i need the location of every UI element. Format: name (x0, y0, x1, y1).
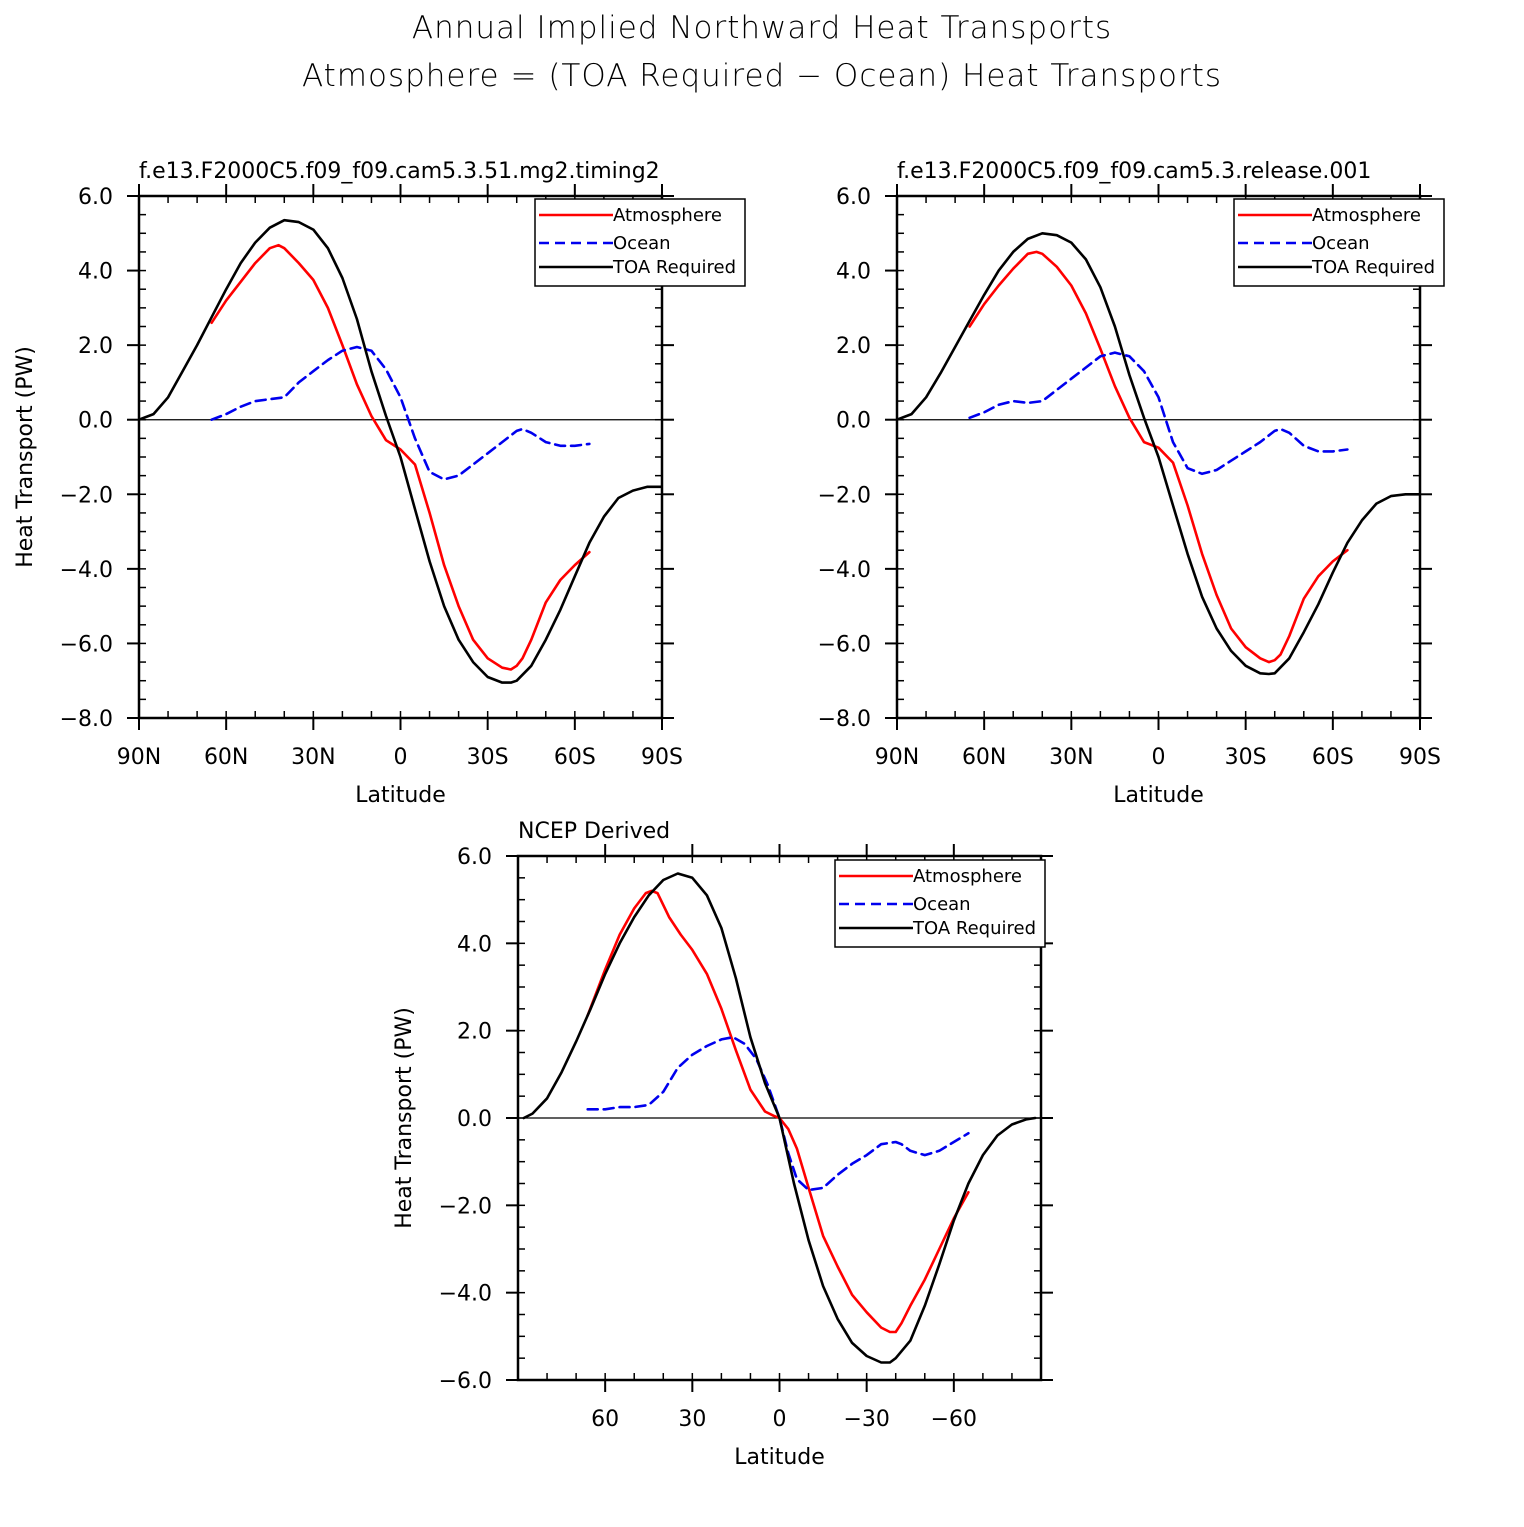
x-tick-label: 30S (467, 745, 509, 770)
y-tick-label: 2.0 (457, 1020, 492, 1045)
series-line-toa-required (139, 218, 662, 684)
legend-label: TOA Required (912, 918, 1036, 939)
x-tick-label: 90S (641, 745, 683, 770)
legend-label: Atmosphere (613, 205, 722, 226)
x-tick-label: 60S (1312, 745, 1354, 770)
y-tick-label: 0.0 (836, 409, 871, 434)
x-tick-label: 30N (291, 745, 335, 770)
y-tick-label: −6.0 (60, 632, 113, 657)
series-line-ocean (210, 345, 591, 481)
y-tick-label: −4.0 (60, 558, 113, 583)
panel-cam5-3-51-mg2-timing2: 90N 60N 30N 0 30S 60S 90S 6.0 4.0 2.0 0.0 −2.0 −4.0 −… (13, 159, 746, 808)
y-tick-label: −8.0 (60, 707, 113, 732)
y-tick-label: 6.0 (78, 185, 113, 210)
x-tick-label: 30N (1049, 745, 1093, 770)
legend: Atmosphere Ocean TOA Required (1233, 198, 1445, 287)
legend-label: TOA Required (1311, 257, 1435, 278)
y-tick-label: 2.0 (836, 334, 871, 359)
y-tick-label: −8.0 (818, 707, 871, 732)
legend-box (534, 198, 746, 287)
legend-box (834, 859, 1046, 948)
x-axis-label: Latitude (1113, 783, 1204, 808)
series-group (522, 872, 1037, 1364)
y-axis-label: Heat Transport (PW) (392, 1007, 417, 1229)
legend-label: TOA Required (612, 257, 736, 278)
legend-label: Ocean (613, 233, 671, 254)
x-tick-label: 90N (117, 745, 161, 770)
x-axis-label: Latitude (734, 1445, 825, 1470)
panel-cam5-3-release-001: 90N 60N 30N 0 30S 60S 90S 6.0 4.0 2.0 0.0 −2.0 −4.0 −… (818, 159, 1445, 808)
y-tick-label: 4.0 (836, 260, 871, 285)
series-line-ocean (968, 351, 1349, 476)
legend-label: Atmosphere (1312, 205, 1421, 226)
legend-label: Atmosphere (913, 866, 1022, 887)
y-tick-label: 6.0 (457, 845, 492, 870)
y-tick-label: 4.0 (78, 260, 113, 285)
x-tick-label: 0 (773, 1407, 787, 1432)
x-tick-label: 60 (591, 1407, 619, 1432)
legend-label: Ocean (913, 894, 971, 915)
legend-label: Ocean (1312, 233, 1370, 254)
x-tick-label: 60N (204, 745, 248, 770)
x-tick-label: 60S (554, 745, 596, 770)
series-group (897, 232, 1420, 676)
legend: Atmosphere Ocean TOA Required (534, 198, 746, 287)
x-tick-label: 0 (1152, 745, 1166, 770)
x-tick-label: 30S (1225, 745, 1267, 770)
y-tick-label: 0.0 (78, 409, 113, 434)
series-line-atmosphere (210, 243, 591, 671)
y-tick-label: 0.0 (457, 1107, 492, 1132)
figure-title-line-2: Atmosphere = (TOA Required − Ocean) Heat… (301, 58, 1223, 94)
x-tick-label: −60 (931, 1407, 977, 1432)
y-tick-label: −2.0 (60, 483, 113, 508)
y-tick-label: 6.0 (836, 185, 871, 210)
series-line-atmosphere (968, 250, 1349, 664)
series-line-toa-required (897, 232, 1420, 676)
x-tick-label: 90S (1399, 745, 1441, 770)
legend: Atmosphere Ocean TOA Required (834, 859, 1046, 948)
figure-title-line-1: Annual Implied Northward Heat Transports (411, 10, 1113, 46)
y-axis-label: Heat Transport (PW) (13, 346, 38, 568)
panel-title: f.e13.F2000C5.f09_f09.cam5.3.51.mg2.timi… (139, 159, 660, 184)
x-tick-label: 90N (875, 745, 919, 770)
y-tick-label: −4.0 (818, 558, 871, 583)
plot-frame (137, 194, 664, 720)
y-tick-label: −6.0 (818, 632, 871, 657)
panel-ncep-derived: 60 30 0 −30 −60 6.0 4.0 2.0 0.0 −2.0 −4.0 −6.0 NCEP … (392, 819, 1053, 1470)
x-tick-label: 0 (394, 745, 408, 770)
y-tick-label: 4.0 (457, 932, 492, 957)
legend-box (1233, 198, 1445, 287)
y-tick-label: −4.0 (439, 1282, 492, 1307)
panel-title: f.e13.F2000C5.f09_f09.cam5.3.release.001 (897, 159, 1371, 184)
plot-frame (516, 854, 1043, 1382)
y-tick-label: 2.0 (78, 334, 113, 359)
x-tick-label: 30 (678, 1407, 706, 1432)
series-line-toa-required (522, 872, 1037, 1364)
x-tick-label: −30 (843, 1407, 889, 1432)
plot-frame (895, 194, 1422, 720)
y-tick-label: −2.0 (439, 1194, 492, 1219)
x-axis-label: Latitude (355, 783, 446, 808)
panel-title: NCEP Derived (518, 819, 670, 844)
y-tick-label: −2.0 (818, 483, 871, 508)
y-tick-label: −6.0 (439, 1369, 492, 1394)
series-group (139, 218, 662, 684)
x-tick-label: 60N (962, 745, 1006, 770)
